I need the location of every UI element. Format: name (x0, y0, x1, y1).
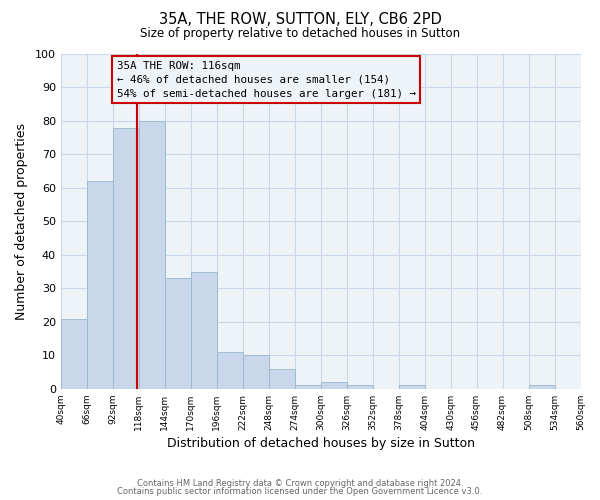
Bar (113, 128, 139, 389)
Bar (347, 386, 373, 389)
Bar (269, 368, 295, 389)
Bar (398, 386, 425, 389)
Text: 35A THE ROW: 116sqm
← 46% of detached houses are smaller (154)
54% of semi-detac: 35A THE ROW: 116sqm ← 46% of detached ho… (117, 60, 416, 98)
Bar (191, 272, 217, 389)
Bar (165, 278, 191, 389)
Bar (529, 386, 554, 389)
Text: Contains HM Land Registry data © Crown copyright and database right 2024.: Contains HM Land Registry data © Crown c… (137, 478, 463, 488)
Bar (295, 386, 320, 389)
Bar (217, 352, 242, 389)
Bar (320, 382, 347, 389)
X-axis label: Distribution of detached houses by size in Sutton: Distribution of detached houses by size … (167, 437, 475, 450)
Text: Size of property relative to detached houses in Sutton: Size of property relative to detached ho… (140, 28, 460, 40)
Bar (87, 181, 113, 389)
Bar (242, 356, 269, 389)
Bar (61, 318, 87, 389)
Y-axis label: Number of detached properties: Number of detached properties (15, 123, 28, 320)
Text: 35A, THE ROW, SUTTON, ELY, CB6 2PD: 35A, THE ROW, SUTTON, ELY, CB6 2PD (158, 12, 442, 28)
Text: Contains public sector information licensed under the Open Government Licence v3: Contains public sector information licen… (118, 487, 482, 496)
Bar (139, 121, 165, 389)
